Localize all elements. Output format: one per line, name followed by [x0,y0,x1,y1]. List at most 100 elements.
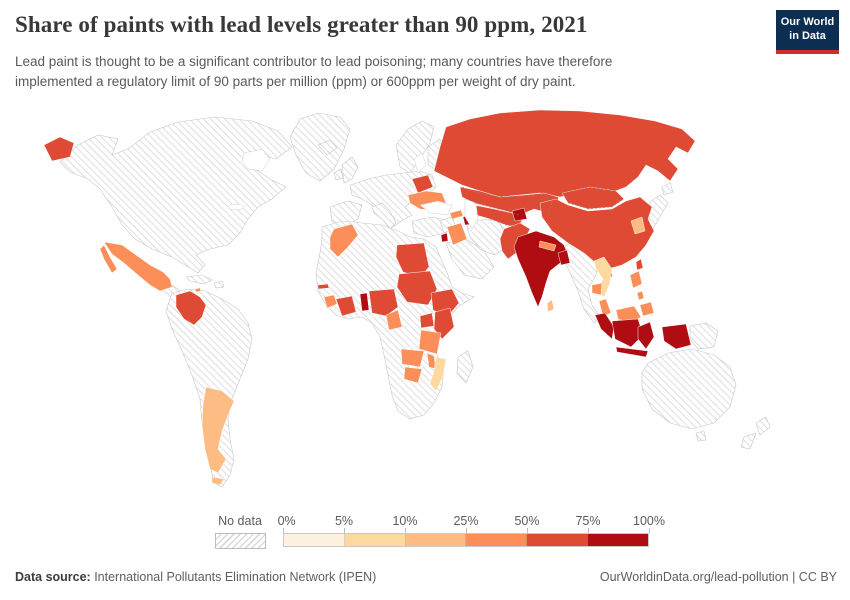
landmass-madagascar[interactable] [456,350,474,384]
country-bangladesh[interactable] [557,249,571,266]
country-colombia[interactable] [175,290,207,326]
landmass-hispaniola[interactable] [213,280,225,289]
border-kazakhstan-uzbekistan [473,202,521,216]
data-source-text: Data source: International Pollutants El… [15,570,376,584]
map-canvas [43,109,771,488]
country-nepal[interactable] [538,240,557,252]
country-tajikistan[interactable] [511,207,528,222]
country-cambodia[interactable] [591,282,603,296]
footer-attribution-text: OurWorldinData.org/lead-pollution | CC B… [599,570,837,584]
hudson-bay [241,148,271,172]
legend-tick-mark [527,528,528,533]
country-belarus[interactable] [411,174,434,194]
country-zambia[interactable] [400,348,425,368]
country-taiwan[interactable] [635,258,644,271]
country-argentina[interactable] [201,386,235,486]
legend-no-data-label: No data [218,514,262,528]
country-philippines-visayas[interactable] [636,290,645,301]
country-russia-far-east[interactable] [43,136,75,162]
country-ethiopia[interactable] [430,288,460,318]
country-benin-togo[interactable] [359,292,370,312]
legend-tick-mark [283,528,284,533]
data-source-value: International Pollutants Elimination Net… [90,570,377,584]
border-uzbekistan-turkmenistan [489,218,519,228]
great-lakes [227,203,245,211]
country-morocco[interactable] [329,223,359,258]
country-jordan[interactable] [440,232,449,243]
landmass-new-zealand[interactable] [740,416,771,450]
country-cote-divoire[interactable] [335,295,357,317]
landmass-north-america[interactable] [59,116,293,274]
country-vietnam[interactable] [593,256,613,298]
country-sri-lanka[interactable] [546,299,555,313]
landmass-ireland[interactable] [333,168,344,181]
landmass-italy[interactable] [371,202,397,230]
country-tanzania[interactable] [418,329,442,355]
legend-bin-0-5%[interactable] [284,534,345,546]
legend-tick-label: 0% [277,514,296,528]
legend-tick-label: 10% [392,514,418,528]
country-malaysia-peninsula[interactable] [598,298,612,317]
landmass-cuba[interactable] [185,274,213,285]
country-indonesia-java[interactable] [615,346,649,358]
landmass-scandinavia[interactable] [395,120,435,174]
country-gambia[interactable] [317,283,330,290]
country-philippines-mindanao[interactable] [639,301,655,317]
border-russia-mongolia [561,186,617,194]
legend-tick-mark [649,528,650,533]
landmass-new-guinea[interactable] [689,322,719,350]
country-iraq[interactable] [446,222,468,246]
black-sea [419,200,453,216]
border-kazakhstan-china [543,193,553,214]
legend-tick-mark [405,528,406,533]
legend-bin-5-10%[interactable] [344,534,406,546]
country-sierra-leone[interactable] [323,294,338,309]
legend-tick-mark [466,528,467,533]
country-indonesia-kalimantan[interactable] [611,318,644,348]
country-mexico[interactable] [99,241,173,292]
legend-tick-mark [588,528,589,533]
country-mozambique[interactable] [429,356,447,392]
legend-bin-75-100%[interactable] [588,534,648,546]
country-china[interactable] [539,196,655,270]
country-indonesia-papua[interactable] [661,323,692,350]
owid-logo: Our World in Data [776,10,839,54]
landmass-arabia[interactable] [445,238,495,280]
country-philippines-luzon[interactable] [629,270,643,289]
landmass-iceland[interactable] [317,139,338,156]
legend-tick-label: 5% [334,514,354,528]
country-cameroon[interactable] [385,309,403,331]
page-subtitle: Lead paint is thought to be a significan… [15,54,613,90]
legend-bin-25-50%[interactable] [466,534,528,546]
legend-tick-label: 100% [633,514,665,528]
legend-bin-10-25%[interactable] [405,534,467,546]
country-indonesia-sumatra[interactable] [594,312,615,340]
legend-tick-label: 50% [514,514,540,528]
owid-logo-line1: Our World [780,16,835,29]
landmass-australia[interactable] [641,348,737,442]
legend-tick-label: 75% [575,514,601,528]
legend-bin-50-75%[interactable] [527,534,589,546]
data-source-label: Data source: [15,570,91,584]
border-russia-kazakhstan [461,186,545,198]
legend-color-bar [283,533,649,547]
owid-logo-line2: in Data [789,30,826,42]
caspian-sea [464,198,479,230]
country-south-korea[interactable] [630,216,646,235]
landmass-britain[interactable] [341,156,359,184]
country-zimbabwe[interactable] [403,366,423,384]
country-russia[interactable] [433,109,696,198]
country-jamaica[interactable] [194,287,202,293]
legend-tick-mark [344,528,345,533]
legend-tick-marks [283,528,653,533]
page-title: Share of paints with lead levels greater… [15,12,588,37]
country-kenya[interactable] [433,307,455,340]
country-uganda[interactable] [419,312,435,329]
country-indonesia-sulawesi[interactable] [637,321,655,350]
map-legend: No data 0% 5% 10% 25% 50% 75% 100% [0,512,850,556]
country-sudan[interactable] [396,270,438,306]
landmass-iberia[interactable] [329,200,363,228]
country-nigeria[interactable] [368,288,399,317]
country-georgia[interactable] [449,209,464,220]
legend-no-data-swatch[interactable] [215,533,266,549]
